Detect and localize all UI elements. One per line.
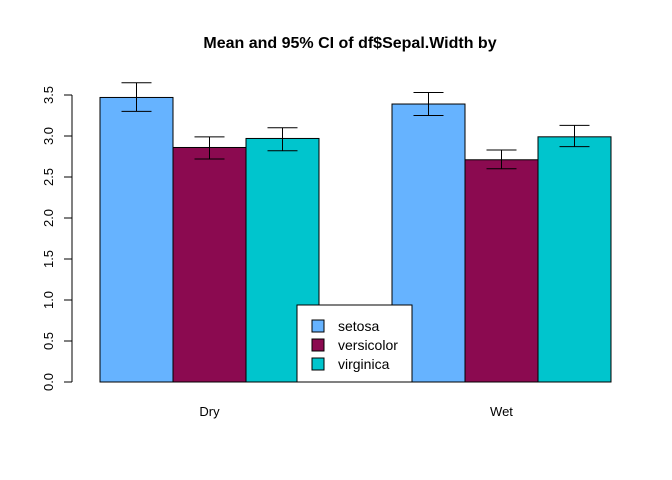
y-tick-label: 3.5 [41,86,56,104]
bar-versicolor-wet [464,159,539,383]
error-bars [121,82,590,170]
error-bar-setosa-dry [121,82,152,112]
y-tick-label: 2.0 [41,209,56,227]
y-tick-label: 2.5 [41,168,56,186]
x-tick-label-wet: Wet [490,404,513,419]
legend-swatch-virginica [311,357,325,371]
chart-title: Mean and 95% CI of df$Sepal.Width by [203,35,496,52]
error-bar-versicolor-wet [486,149,517,170]
bar-versicolor-dry [172,146,247,383]
legend-swatch-setosa [311,319,325,333]
error-bar-versicolor-dry [194,136,225,160]
x-axis-labels: Dry Wet [199,404,513,419]
bar-virginica-wet [537,136,612,383]
y-tick-label: 0.0 [41,373,56,391]
y-tick-label: 3.0 [41,127,56,145]
legend-label-versicolor: versicolor [338,337,398,353]
x-tick-label-dry: Dry [199,404,220,419]
legend-swatch-versicolor [311,338,325,352]
y-tick-label: 0.5 [41,332,56,350]
y-tick-label: 1.0 [41,291,56,309]
y-axis: 0.0 0.5 1.0 1.5 2.0 2.5 3.0 3.5 [41,86,73,391]
legend-label-setosa: setosa [338,318,379,334]
error-bar-setosa-wet [413,92,444,116]
error-bar-virginica-dry [267,127,298,152]
legend-label-virginica: virginica [338,356,390,372]
bar-setosa-dry [99,96,174,383]
legend: setosa versicolor virginica [296,304,413,383]
error-bar-virginica-wet [559,124,590,148]
y-tick-label: 1.5 [41,250,56,268]
